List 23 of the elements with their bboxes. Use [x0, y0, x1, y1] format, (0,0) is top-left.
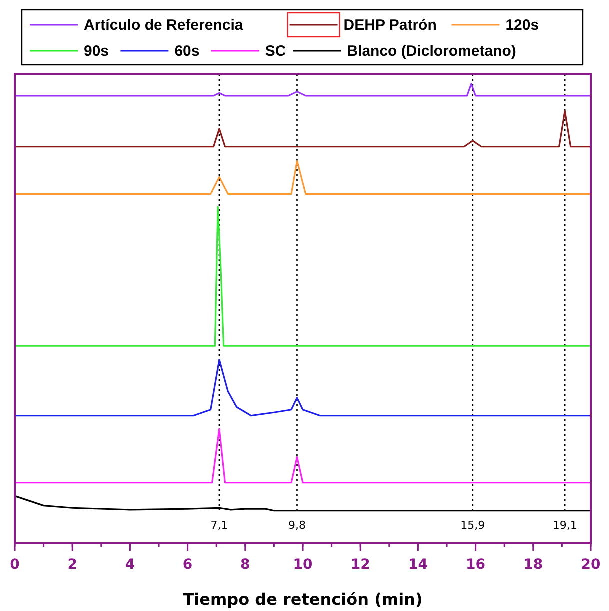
legend-label: 90s: [84, 43, 110, 60]
x-tick-label: 20: [581, 557, 601, 573]
x-tick-label: 14: [408, 557, 428, 573]
legend-label: 60s: [174, 43, 200, 60]
x-tick-label: 18: [524, 557, 544, 573]
legend-label: 120s: [506, 17, 540, 34]
ref-line-label: 9,8: [288, 519, 306, 532]
ref-line-label: 19,1: [552, 519, 578, 532]
x-tick-label: 8: [240, 557, 250, 573]
ref-line-label: 7,1: [210, 519, 228, 532]
x-tick-label: 2: [68, 557, 78, 573]
legend-label: Blanco (Diclorometano): [347, 43, 516, 60]
x-tick-label: 0: [10, 557, 20, 573]
x-tick-label: 10: [293, 557, 313, 573]
x-tick-label: 12: [350, 557, 370, 573]
ref-line-label: 15,9: [460, 519, 486, 532]
legend-label: Artículo de Referencia: [84, 17, 244, 34]
x-tick-label: 4: [125, 557, 136, 573]
x-axis-title: Tiempo de retención (min): [183, 590, 423, 609]
legend-label: SC: [265, 43, 286, 60]
legend-label: DEHP Patrón: [344, 17, 437, 34]
x-tick-label: 6: [182, 557, 193, 573]
x-tick-label: 16: [466, 557, 486, 573]
